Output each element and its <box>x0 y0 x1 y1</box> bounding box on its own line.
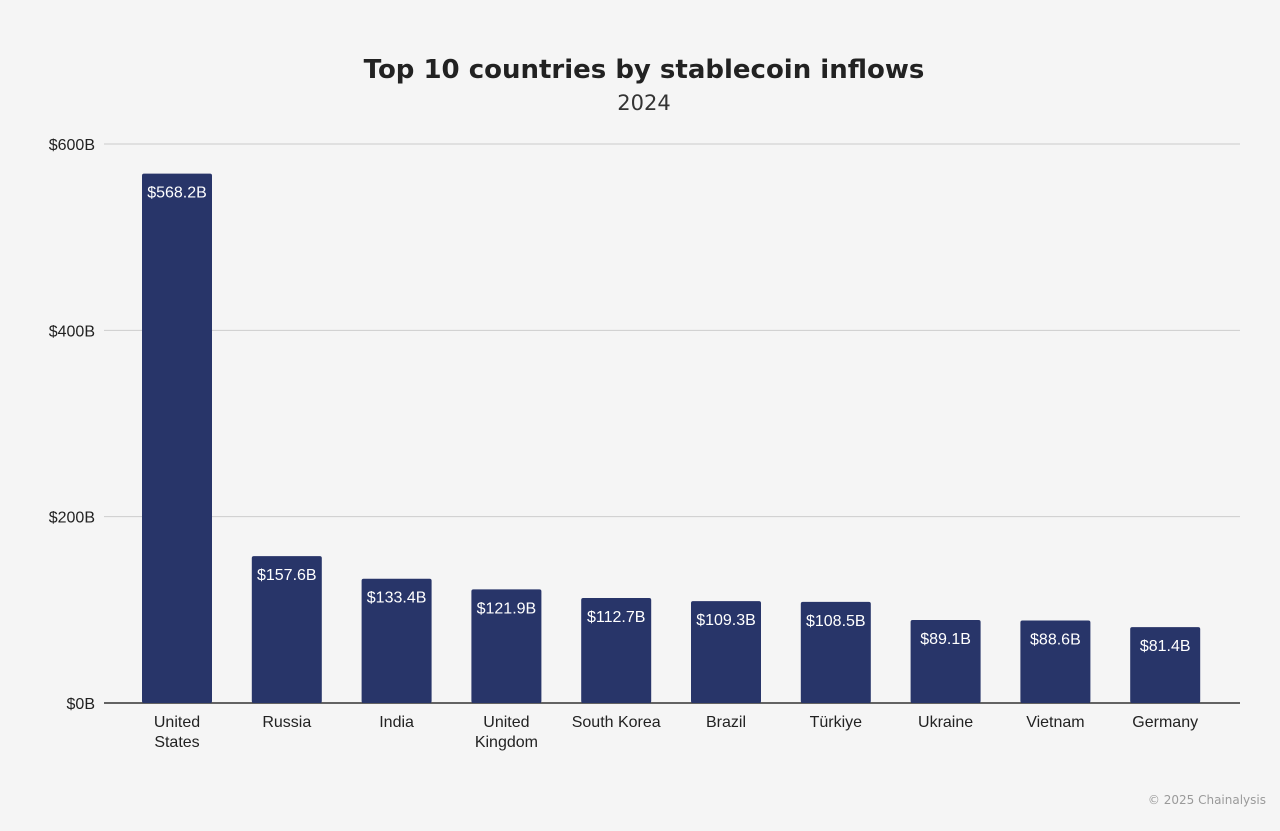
x-category-label: United Kingdom <box>475 714 538 751</box>
x-axis-category-labels: United States Russia India United Kingdom Sout… <box>154 714 1198 751</box>
data-label: $81.4B <box>1140 638 1191 655</box>
y-tick-label: $400B <box>49 323 95 340</box>
bar <box>1020 620 1091 703</box>
bar <box>142 173 212 703</box>
data-label: $108.5B <box>806 613 866 630</box>
bar <box>910 619 981 703</box>
data-label: $88.6B <box>1030 631 1081 648</box>
x-category-label: Vietnam <box>1026 714 1084 731</box>
x-category-label: India <box>379 714 414 731</box>
bars: $568.2B $157.6B $133.4B $121.9B $112.7B $109.… <box>142 173 1201 703</box>
bar <box>361 578 432 703</box>
x-category-label: Germany <box>1132 714 1198 731</box>
x-category-label: Russia <box>262 714 311 731</box>
copyright-notice: © 2025 Chainalysis <box>1147 793 1266 807</box>
x-category-label: Brazil <box>706 714 746 731</box>
chart-title: Top 10 countries by stablecoin inflows <box>364 55 925 85</box>
bar <box>251 556 322 703</box>
bar <box>691 601 761 703</box>
x-category-label: Türkiye <box>810 714 863 731</box>
chart-subtitle: 2024 <box>617 91 670 115</box>
data-label: $157.6B <box>257 567 317 584</box>
y-tick-label: $0B <box>67 696 95 713</box>
data-label: $121.9B <box>477 600 537 617</box>
data-label: $133.4B <box>367 590 427 607</box>
bar <box>1130 627 1201 703</box>
data-label: $89.1B <box>920 631 971 648</box>
data-label: $112.7B <box>587 609 645 626</box>
y-axis-tick-labels: $0B $200B $400B $600B <box>49 137 95 713</box>
y-tick-label: $200B <box>49 510 95 527</box>
bar <box>471 589 542 703</box>
x-category-label: United States <box>154 714 200 751</box>
bar <box>581 598 652 703</box>
x-category-label: Ukraine <box>918 714 973 731</box>
x-category-label: South Korea <box>572 714 661 731</box>
data-label: $109.3B <box>696 612 756 629</box>
bar <box>800 601 871 703</box>
data-label: $568.2B <box>147 185 207 202</box>
y-tick-label: $600B <box>49 137 95 154</box>
